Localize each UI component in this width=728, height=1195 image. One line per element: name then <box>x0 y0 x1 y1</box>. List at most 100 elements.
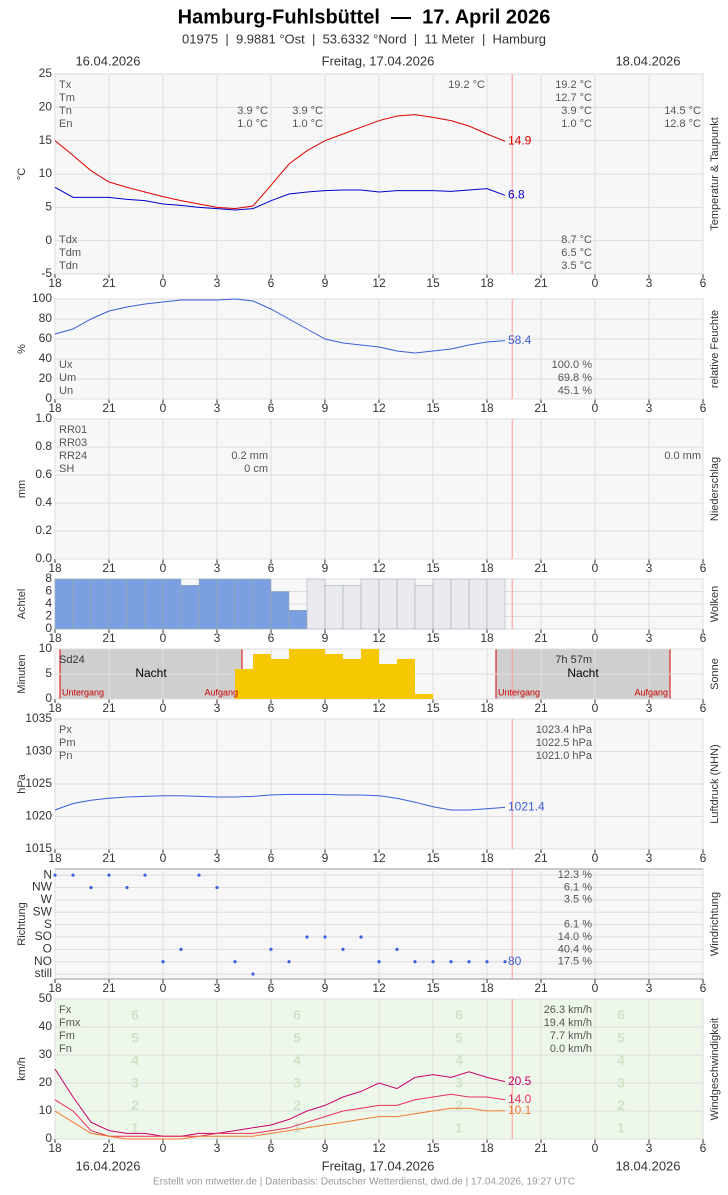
stat-value: 12.8 °C <box>664 118 701 130</box>
stat-value: 3.9 °C <box>237 105 268 117</box>
y-tick-label: 4 <box>45 596 52 610</box>
x-tick-label: 15 <box>426 276 440 290</box>
sunset-label: Untergang <box>498 687 540 697</box>
beaufort-label: 4 <box>455 1052 463 1068</box>
end-label: 10.1 <box>508 1103 532 1117</box>
bar <box>289 649 307 699</box>
bar <box>325 654 343 699</box>
y-tick-label: 0.0 <box>35 551 52 565</box>
point <box>413 960 417 964</box>
date: Freitag, 17.04.2026 <box>322 53 435 68</box>
y-tick-label: 0.8 <box>35 439 52 453</box>
point <box>269 947 273 951</box>
stat-value: 6.1 % <box>564 881 592 893</box>
x-tick-label: 18 <box>48 701 62 715</box>
y-tick-label: 5 <box>45 666 52 680</box>
x-tick-label: 21 <box>102 276 116 290</box>
side-label: Niederschlag <box>709 457 721 521</box>
x-tick-label: 3 <box>646 631 653 645</box>
point <box>53 873 57 877</box>
sd-label: Sd24 <box>59 654 85 666</box>
x-tick-label: 12 <box>372 401 386 415</box>
stat-label: RR01 <box>59 424 87 436</box>
y-tick-label: 0 <box>45 621 52 635</box>
bar <box>253 654 271 699</box>
y-axis-label: Richtung <box>16 902 28 945</box>
stat-label: Un <box>59 385 73 397</box>
y-tick-label: still <box>35 966 52 980</box>
x-tick-label: 6 <box>268 701 275 715</box>
stat-value: 7.7 km/h <box>550 1030 592 1042</box>
side-label: Windgeschwindigkeit <box>709 1018 721 1121</box>
sunset-label: Untergang <box>62 687 104 697</box>
stat-value: 3.5 % <box>564 894 592 906</box>
bar <box>144 578 164 630</box>
y-tick-label: 30 <box>39 1047 53 1061</box>
beaufort-label: 2 <box>293 1097 301 1113</box>
x-tick-label: 6 <box>268 401 275 415</box>
x-tick-label: 0 <box>592 561 599 575</box>
date: 16.04.2026 <box>75 53 140 68</box>
x-tick-label: 6 <box>268 631 275 645</box>
y-tick-label: 10 <box>39 1103 53 1117</box>
point <box>161 960 165 964</box>
side-label: Sonne <box>709 658 721 690</box>
point <box>449 960 453 964</box>
x-tick-label: 21 <box>534 561 548 575</box>
bar <box>360 578 380 630</box>
stat-value: 19.2 °C <box>448 79 485 91</box>
x-tick-label: 6 <box>700 981 707 995</box>
y-axis-label: hPa <box>16 773 28 793</box>
x-tick-label: 15 <box>426 561 440 575</box>
x-tick-label: 18 <box>480 561 494 575</box>
x-tick-label: 3 <box>646 851 653 865</box>
stat-value: 100.0 % <box>552 359 593 371</box>
x-tick-label: 0 <box>592 1141 599 1155</box>
beaufort-label: 6 <box>617 1007 625 1023</box>
point <box>287 960 291 964</box>
x-tick-label: 21 <box>534 981 548 995</box>
x-tick-label: 15 <box>426 1141 440 1155</box>
stat-label: En <box>59 118 72 130</box>
y-tick-label: 0 <box>45 391 52 405</box>
y-axis-label: mm <box>16 480 28 498</box>
footer: Erstellt von mtwetter.de | Datenbasis: D… <box>153 1177 575 1188</box>
stat-label: Fn <box>59 1043 72 1055</box>
x-tick-label: 3 <box>214 276 221 290</box>
y-tick-label: 10 <box>39 166 53 180</box>
stat-value: 6.5 °C <box>561 247 592 259</box>
point <box>341 947 345 951</box>
y-tick-label: 20 <box>39 100 53 114</box>
x-tick-label: 0 <box>592 851 599 865</box>
bar <box>378 578 398 630</box>
y-tick-label: -5 <box>41 266 52 280</box>
stat-label: Fx <box>59 1004 72 1016</box>
x-tick-label: 21 <box>534 851 548 865</box>
y-tick-label: 50 <box>39 991 53 1005</box>
beaufort-label: 3 <box>455 1075 463 1091</box>
x-tick-label: 18 <box>48 851 62 865</box>
x-tick-label: 6 <box>700 851 707 865</box>
x-tick-label: 21 <box>102 1141 116 1155</box>
point <box>71 873 75 877</box>
x-tick-label: 0 <box>592 701 599 715</box>
stat-value: 3.9 °C <box>561 105 592 117</box>
side-label: Luftdruck (NHN) <box>709 744 721 823</box>
stat-label: Pn <box>59 750 72 762</box>
beaufort-label: 1 <box>293 1120 301 1136</box>
end-label: 80 <box>508 954 522 968</box>
beaufort-label: 3 <box>131 1075 139 1091</box>
beaufort-label: 5 <box>131 1029 139 1045</box>
stat-value: 1022.5 hPa <box>536 737 593 749</box>
x-tick-label: 6 <box>700 276 707 290</box>
beaufort-label: 5 <box>617 1029 625 1045</box>
y-tick-label: 1020 <box>25 809 52 823</box>
y-tick-label: 0 <box>45 1131 52 1145</box>
bar <box>306 578 326 630</box>
bar <box>414 585 434 630</box>
stat-label: RR03 <box>59 437 87 449</box>
x-tick-label: 21 <box>102 851 116 865</box>
stat-value: 12.7 °C <box>555 92 592 104</box>
bar <box>324 585 344 630</box>
x-tick-label: 18 <box>480 851 494 865</box>
